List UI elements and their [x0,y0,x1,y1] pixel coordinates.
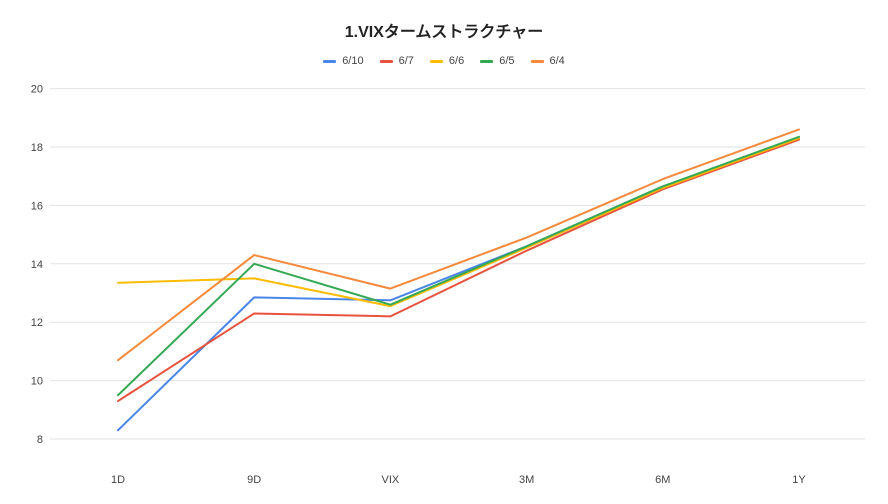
legend-item: 6/7 [379,55,414,67]
y-tick-label: 14 [31,259,43,271]
y-tick-label: 20 [31,84,43,96]
legend-swatch [429,59,443,63]
series-line-6-7 [117,138,800,403]
series-line-6-6 [117,137,800,308]
x-tick-label: 1Y [792,474,806,486]
legend-label: 6/5 [499,55,515,67]
legend-swatch [379,59,393,63]
y-tick-label: 12 [31,317,43,329]
y-tick-label: 10 [31,376,43,388]
x-tick-label: VIX [382,474,400,486]
legend-item: 6/4 [530,55,565,67]
legend-swatch [530,59,544,63]
series-line-6-5 [117,135,800,397]
legend-swatch [480,59,494,63]
legend-label: 6/10 [342,55,364,67]
x-tick-label: 6M [655,474,670,486]
legend-item: 6/6 [429,55,465,67]
legend: 6/10 6/7 6/6 6/5 6/4 [0,55,888,67]
y-tick-label: 16 [31,200,43,212]
legend-swatch [323,59,337,63]
legend-label: 6/7 [398,55,414,67]
legend-item: 6/10 [323,55,364,67]
x-tick-label: 9D [247,474,261,486]
y-tick-label: 8 [37,434,43,446]
x-tick-label: 3M [519,474,534,486]
legend-label: 6/6 [448,55,465,67]
legend-label: 6/4 [549,55,565,67]
chart-title: 1.VIXタームストラクチャー [344,24,544,41]
legend-item: 6/5 [480,55,515,67]
x-tick-label: 1D [111,474,125,486]
y-tick-label: 18 [31,142,43,154]
series-line-6-4 [117,128,800,362]
